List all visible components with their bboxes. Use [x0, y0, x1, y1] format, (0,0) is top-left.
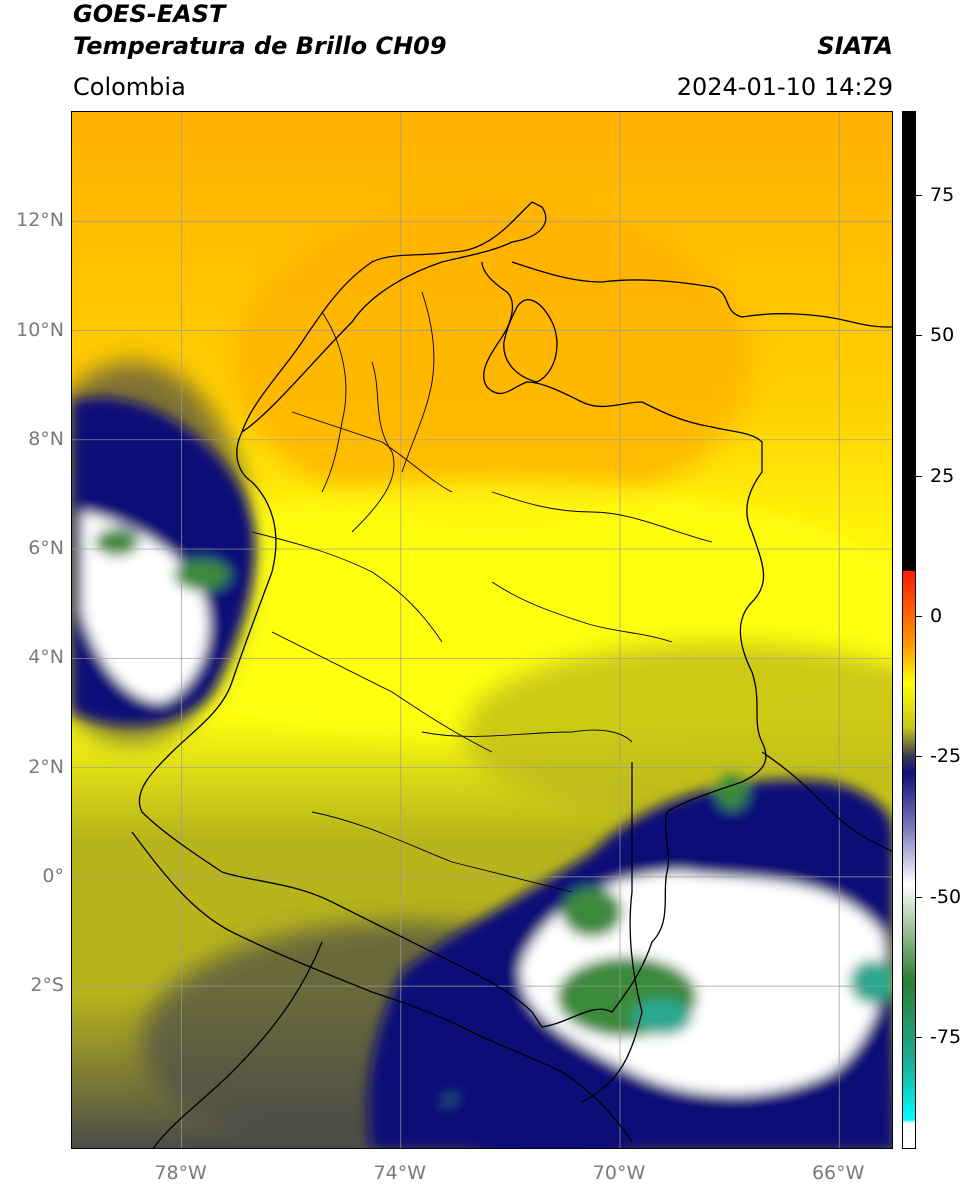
peru-border: [152, 941, 323, 1148]
lon-label-74w: 74°W: [373, 1162, 427, 1184]
lat-label-0: 0°: [42, 864, 64, 887]
lat-label-8n: 8°N: [28, 427, 64, 450]
internal-dept-2: [291, 411, 453, 493]
country-borders: [131, 201, 892, 1148]
colorbar-tick-minus75: -75: [930, 1025, 962, 1048]
datetime-label: 2024-01-10 14:29: [676, 73, 893, 101]
warm-core: [232, 202, 752, 522]
colorbar: [902, 111, 916, 1149]
colorbar-tick-50: 50: [930, 324, 955, 347]
cloud-south-navy-2: [432, 1082, 672, 1148]
colorbar-tick-mark: [915, 896, 922, 898]
lon-label-66w: 66°W: [811, 1162, 865, 1184]
cloud-southeast-teal: [632, 999, 692, 1035]
colorbar-tick-mark: [915, 335, 922, 337]
satellite-title: GOES-EAST: [73, 0, 226, 28]
graticule: [72, 112, 892, 1148]
lat-label-2s: 2°S: [30, 974, 64, 997]
brand-label: SIATA: [817, 32, 893, 60]
satellite-map: [71, 111, 893, 1149]
colorbar-tick-0: 0: [930, 604, 943, 627]
cloud-east-green: [716, 774, 748, 810]
internal-dept-5: [421, 729, 633, 743]
colorbar-tick-mark: [915, 195, 922, 197]
colorbar-tick-minus50: -50: [930, 885, 962, 908]
lat-label-12n: 12°N: [16, 209, 64, 232]
cloud-west-green-2: [95, 528, 139, 556]
cloud-east-teal: [850, 960, 892, 1004]
cloud-west-white: [82, 512, 209, 702]
colorbar-tick-mark: [915, 1036, 922, 1038]
internal-dept-6: [491, 491, 713, 543]
region-label: Colombia: [73, 73, 186, 101]
colorbar-tick-minus25: -25: [930, 745, 962, 768]
venezuela-brazil-border: [761, 751, 892, 852]
internal-dept-3: [251, 531, 443, 643]
colorbar-tick-mark: [915, 615, 922, 617]
colombia-outline: [138, 201, 767, 1028]
lon-label-70w: 70°W: [592, 1162, 646, 1184]
venezuela-coast: [511, 261, 892, 328]
ecuador-peru-border: [131, 831, 633, 1143]
internal-dept-8: [321, 311, 347, 493]
internal-dept-4: [271, 631, 493, 753]
colorbar-tick-25: 25: [930, 464, 955, 487]
colorbar-tick-75: 75: [930, 184, 955, 207]
product-title: Temperatura de Brillo CH09: [73, 32, 447, 60]
internal-dept-9: [401, 291, 435, 473]
brazil-border: [581, 762, 643, 1103]
lat-label-6n: 6°N: [28, 537, 64, 560]
olive-band-east: [462, 642, 892, 822]
cloud-southeast-green-2: [562, 887, 622, 937]
colorbar-tick-mark: [915, 756, 922, 758]
internal-dept-10: [491, 581, 673, 643]
lat-label-2n: 2°N: [28, 755, 64, 778]
colorbar-tick-mark: [915, 475, 922, 477]
lat-label-4n: 4°N: [28, 646, 64, 669]
internal-dept-7: [311, 811, 573, 893]
maracaibo-lake: [503, 299, 558, 383]
internal-dept-1: [351, 361, 395, 533]
cloud-west-green: [174, 559, 230, 591]
map-canvas: [72, 112, 892, 1148]
cloud-systems: [72, 397, 892, 1148]
lon-label-78w: 78°W: [154, 1162, 207, 1184]
lat-label-10n: 10°N: [16, 318, 64, 341]
